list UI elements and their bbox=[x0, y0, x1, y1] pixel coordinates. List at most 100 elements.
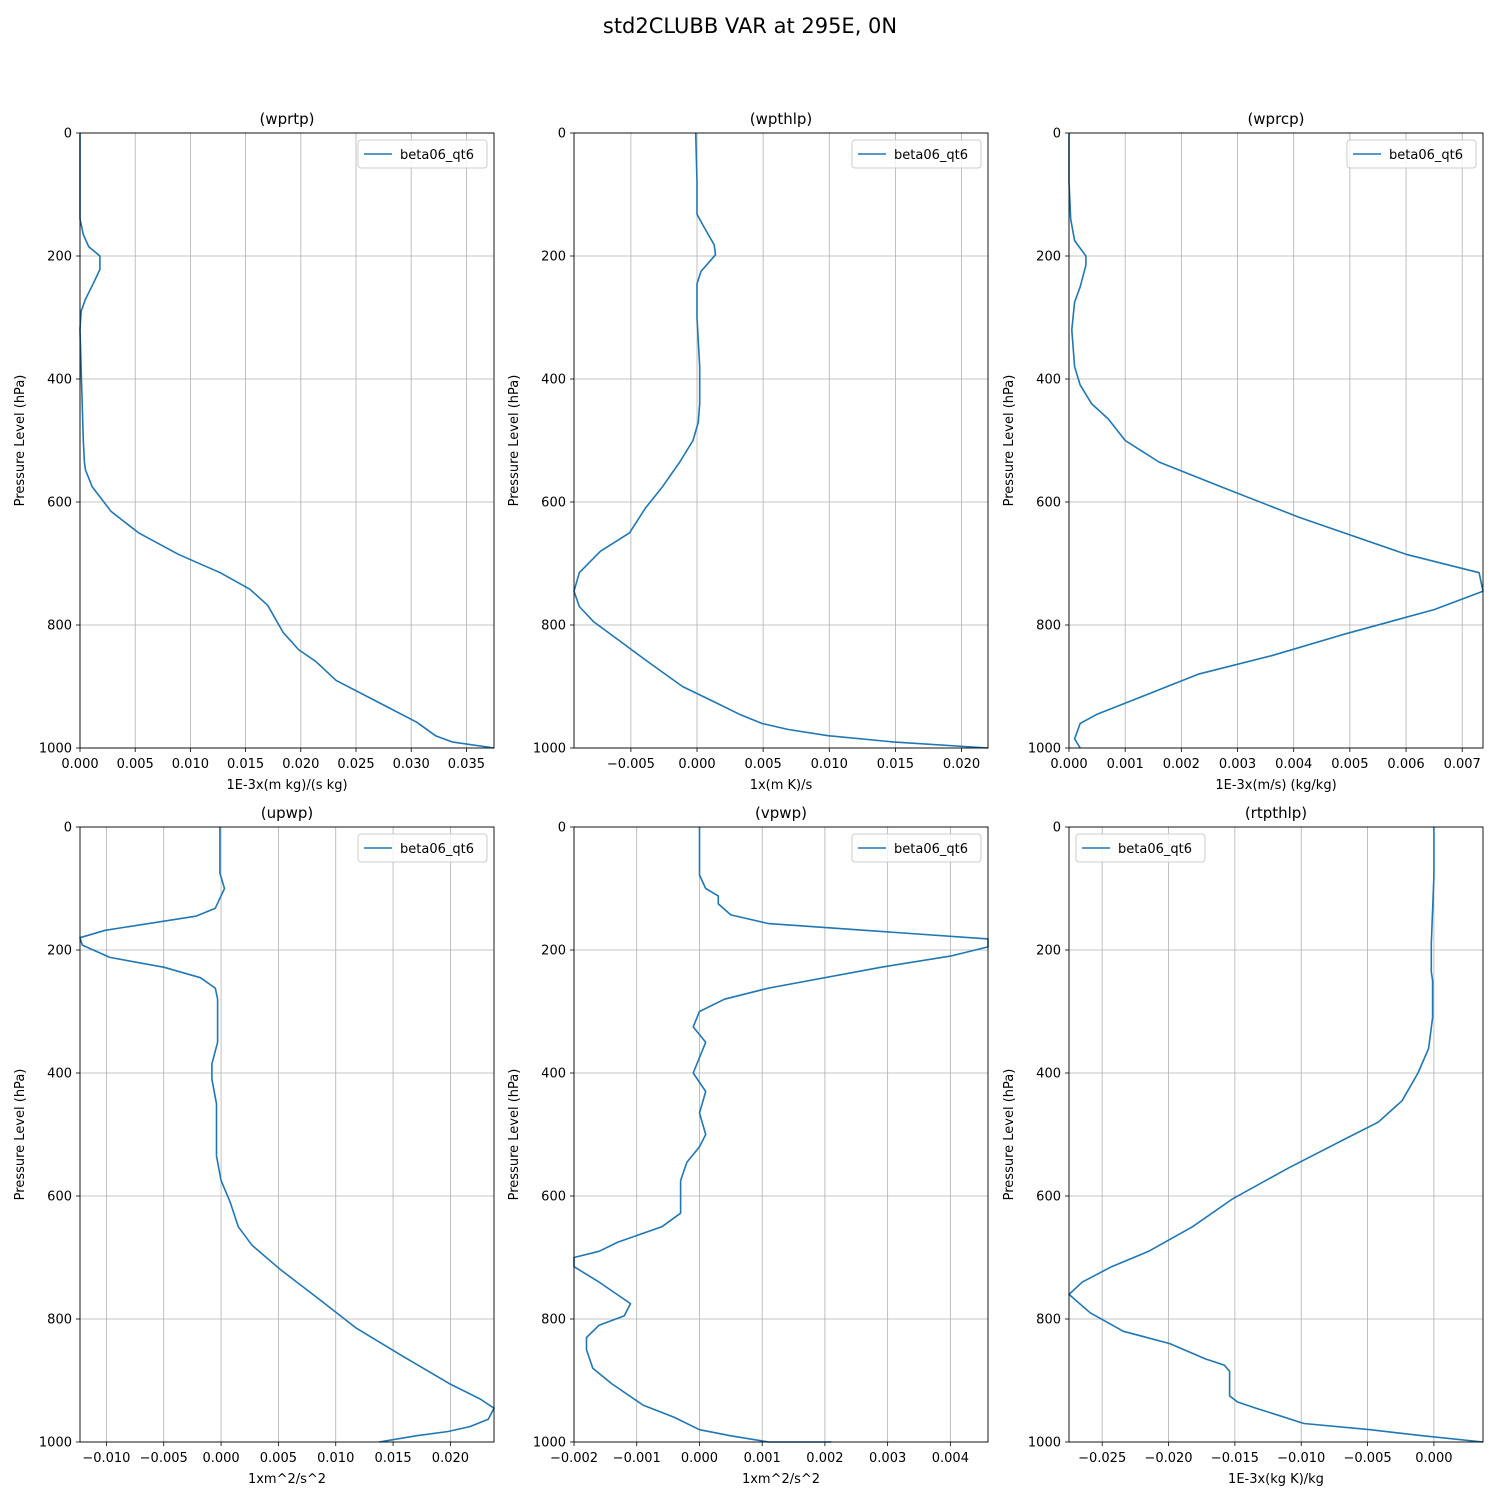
y-tick-label: 400 bbox=[541, 1067, 566, 1082]
subplot-title: (vpwp) bbox=[755, 804, 807, 822]
x-tick-label: 0.010 bbox=[317, 1451, 354, 1466]
y-tick-label: 600 bbox=[47, 1190, 72, 1205]
series-line bbox=[79, 133, 495, 749]
x-tick-label: 0.000 bbox=[61, 757, 98, 772]
x-tick-label: −0.001 bbox=[613, 1451, 661, 1466]
y-tick-label: 800 bbox=[47, 619, 72, 634]
x-tick-label: 0.006 bbox=[1387, 757, 1424, 772]
legend-label: beta06_qt6 bbox=[894, 842, 968, 857]
x-axis-label: 1x(m K)/s bbox=[750, 778, 813, 793]
x-tick-label: 0.002 bbox=[1163, 757, 1200, 772]
legend-box bbox=[1346, 139, 1477, 169]
legend-label: beta06_qt6 bbox=[1389, 148, 1463, 163]
y-tick-label: 200 bbox=[541, 944, 566, 959]
x-tick-label: 0.000 bbox=[1415, 1451, 1452, 1466]
y-tick-label: 1000 bbox=[1028, 1436, 1061, 1451]
subplot-title: (wprtp) bbox=[259, 110, 314, 128]
x-tick-label: 0.020 bbox=[943, 757, 980, 772]
y-tick-label: 1000 bbox=[39, 742, 72, 757]
x-tick-label: −0.025 bbox=[1078, 1451, 1126, 1466]
x-tick-label: 0.003 bbox=[1219, 757, 1256, 772]
y-tick-label: 400 bbox=[47, 1067, 72, 1082]
x-tick-label: 0.015 bbox=[374, 1451, 411, 1466]
x-tick-label: 0.005 bbox=[745, 757, 782, 772]
x-tick-label: 0.020 bbox=[432, 1451, 469, 1466]
legend: beta06_qt6 bbox=[851, 139, 982, 169]
series-line bbox=[79, 827, 495, 1443]
y-tick-label: 0 bbox=[64, 821, 72, 836]
subplot-title: (wpthlp) bbox=[750, 110, 813, 128]
axes-frame bbox=[573, 132, 989, 749]
y-tick-label: 800 bbox=[541, 1313, 566, 1328]
plot-area bbox=[1069, 133, 1483, 748]
y-tick-label: 600 bbox=[1036, 1190, 1061, 1205]
y-tick-label: 200 bbox=[47, 250, 72, 265]
series-line bbox=[1068, 827, 1484, 1443]
axes-frame bbox=[79, 132, 495, 749]
y-tick-label: 1000 bbox=[533, 1436, 566, 1451]
x-tick-label: −0.020 bbox=[1144, 1451, 1192, 1466]
legend-box bbox=[357, 833, 488, 863]
y-axis-label: Pressure Level (hPa) bbox=[1002, 1069, 1017, 1201]
y-tick-label: 0 bbox=[1053, 821, 1061, 836]
x-tick-label: 0.005 bbox=[1331, 757, 1368, 772]
subplot-2: −0.005 0.000 0.005 0.010 0.015 0.020 0 200 400 60… bbox=[507, 110, 989, 793]
y-tick-label: 400 bbox=[1036, 1067, 1061, 1082]
x-tick-label: 0.003 bbox=[869, 1451, 906, 1466]
y-tick-label: 1000 bbox=[533, 742, 566, 757]
subplot-1: 0.000 0.005 0.010 0.015 0.020 0.025 0.030 0.035… bbox=[13, 110, 495, 793]
y-tick-label: 0 bbox=[558, 821, 566, 836]
subplot-title: (wprcp) bbox=[1247, 110, 1304, 128]
x-tick-label: 0.004 bbox=[1275, 757, 1312, 772]
y-axis-label: Pressure Level (hPa) bbox=[507, 375, 522, 507]
y-axis-label: Pressure Level (hPa) bbox=[13, 375, 28, 507]
y-tick-label: 800 bbox=[1036, 619, 1061, 634]
y-tick-label: 800 bbox=[47, 1313, 72, 1328]
y-axis-label: Pressure Level (hPa) bbox=[507, 1069, 522, 1201]
legend: beta06_qt6 bbox=[1346, 139, 1477, 169]
x-tick-label: 0.004 bbox=[932, 1451, 969, 1466]
y-axis-label: Pressure Level (hPa) bbox=[1002, 375, 1017, 507]
axes-frame bbox=[79, 826, 495, 1443]
x-tick-label: 0.007 bbox=[1444, 757, 1481, 772]
legend-box bbox=[851, 139, 982, 169]
axes-frame bbox=[573, 826, 989, 1443]
plot-area bbox=[80, 827, 494, 1442]
x-tick-label: −0.005 bbox=[140, 1451, 188, 1466]
x-tick-label: −0.010 bbox=[82, 1451, 130, 1466]
axes-frame bbox=[1068, 132, 1484, 749]
y-tick-label: 400 bbox=[47, 373, 72, 388]
x-tick-label: 0.015 bbox=[877, 757, 914, 772]
x-axis-label: 1E-3x(m/s) (kg/kg) bbox=[1215, 778, 1336, 793]
y-tick-label: 200 bbox=[47, 944, 72, 959]
x-tick-label: 0.000 bbox=[1050, 757, 1087, 772]
x-tick-label: 0.001 bbox=[1107, 757, 1144, 772]
subplot-title: (rtpthlp) bbox=[1245, 804, 1307, 822]
x-tick-label: 0.005 bbox=[260, 1451, 297, 1466]
subplot-5: −0.002 −0.001 0.000 0.001 0.002 0.003 0.004 0 20… bbox=[507, 804, 989, 1487]
plot-area bbox=[1069, 827, 1483, 1442]
x-tick-label: −0.005 bbox=[607, 757, 655, 772]
subplot-3: 0.000 0.001 0.002 0.003 0.004 0.005 0.006 0.007… bbox=[1002, 110, 1484, 793]
y-tick-label: 200 bbox=[1036, 944, 1061, 959]
x-tick-label: −0.005 bbox=[1344, 1451, 1392, 1466]
x-tick-label: 0.025 bbox=[337, 757, 374, 772]
x-axis-label: 1xm^2/s^2 bbox=[742, 1472, 820, 1487]
y-tick-label: 200 bbox=[1036, 250, 1061, 265]
x-tick-label: 0.000 bbox=[202, 1451, 239, 1466]
y-tick-label: 800 bbox=[1036, 1313, 1061, 1328]
x-tick-label: 0.002 bbox=[806, 1451, 843, 1466]
legend-label: beta06_qt6 bbox=[400, 148, 474, 163]
x-axis-label: 1xm^2/s^2 bbox=[248, 1472, 326, 1487]
legend: beta06_qt6 bbox=[1075, 833, 1206, 863]
subplot-title: (upwp) bbox=[261, 804, 314, 822]
x-tick-label: 0.020 bbox=[282, 757, 319, 772]
y-axis-label: Pressure Level (hPa) bbox=[13, 1069, 28, 1201]
legend: beta06_qt6 bbox=[851, 833, 982, 863]
y-tick-label: 1000 bbox=[1028, 742, 1061, 757]
subplot-4: −0.010 −0.005 0.000 0.005 0.010 0.015 0.020 0 20… bbox=[13, 804, 495, 1487]
x-tick-label: −0.010 bbox=[1277, 1451, 1325, 1466]
y-tick-label: 800 bbox=[541, 619, 566, 634]
